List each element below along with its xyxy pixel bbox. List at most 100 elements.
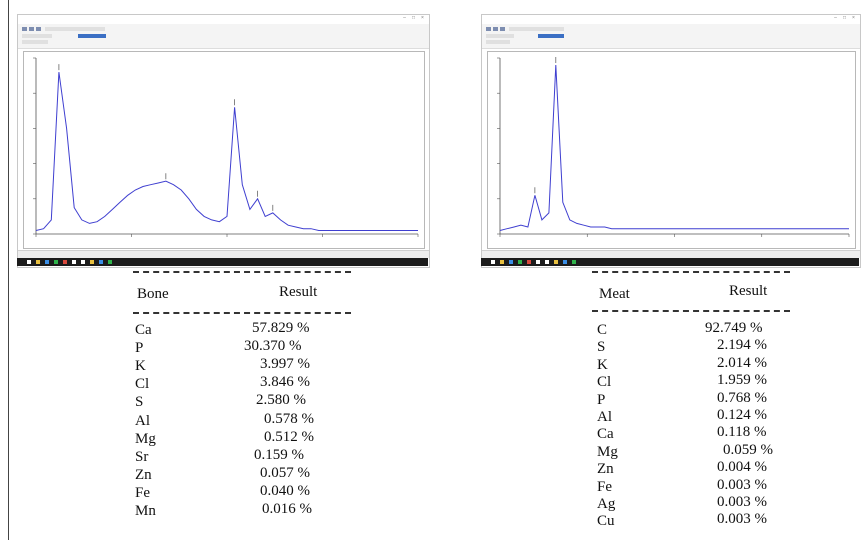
meat-value-cell: 0.124 % bbox=[717, 407, 767, 423]
bone-element-cell: Al bbox=[135, 412, 150, 429]
left-spectrum-window: – □ × bbox=[17, 14, 430, 268]
meat-element-cell: K bbox=[597, 356, 608, 373]
right-taskbar-app-icon[interactable] bbox=[563, 260, 567, 264]
left-taskbar-app-icon[interactable] bbox=[81, 260, 85, 264]
meat-value-cell: 92.749 % bbox=[705, 320, 763, 336]
bone-value-cell: 0.057 % bbox=[260, 464, 310, 481]
left-taskbar-app-icon[interactable] bbox=[108, 260, 112, 264]
toolbar-button[interactable] bbox=[500, 27, 505, 31]
toolbar-field[interactable] bbox=[486, 40, 510, 44]
meat-column-header: Meat bbox=[599, 286, 630, 302]
meat-value-cell: 0.118 % bbox=[717, 424, 767, 441]
close-icon[interactable]: × bbox=[421, 15, 424, 21]
left-toolbar bbox=[18, 24, 429, 49]
left-taskbar-app-icon[interactable] bbox=[36, 260, 40, 264]
left-taskbar-app-icon[interactable] bbox=[45, 260, 49, 264]
bone-value-cell: 30.370 % bbox=[244, 338, 302, 355]
right-spectrum-chart bbox=[497, 57, 850, 237]
meat-table-top-rule bbox=[592, 271, 790, 273]
progress-indicator bbox=[78, 34, 106, 38]
meat-element-cell: Al bbox=[597, 409, 612, 425]
bone-value-cell: 0.016 % bbox=[262, 501, 312, 517]
meat-element-cell: Ca bbox=[597, 426, 614, 443]
right-taskbar-app-icon[interactable] bbox=[491, 260, 495, 264]
meat-element-cell: S bbox=[597, 339, 606, 356]
left-spectrum-chart bbox=[33, 57, 419, 237]
toolbar-field[interactable] bbox=[509, 27, 564, 31]
meat-value-cell: 0.768 % bbox=[717, 389, 767, 406]
left-taskbar-app-icon[interactable] bbox=[27, 260, 31, 264]
meat-value-cell: 2.194 % bbox=[717, 337, 767, 354]
right-plot-area bbox=[487, 51, 856, 249]
bone-element-cell: K bbox=[135, 358, 146, 375]
meat-element-cell: Mg bbox=[597, 443, 618, 460]
meat-result-header: Result bbox=[729, 283, 768, 299]
meat-value-cell: 0.059 % bbox=[723, 441, 773, 458]
right-taskbar-app-icon[interactable] bbox=[527, 260, 531, 264]
meat-value-cell: 1.959 % bbox=[717, 372, 767, 389]
toolbar-field[interactable] bbox=[22, 40, 48, 44]
toolbar-button[interactable] bbox=[29, 27, 34, 31]
left-taskbar-app-icon[interactable] bbox=[90, 260, 94, 264]
left-taskbar-app-icon[interactable] bbox=[63, 260, 67, 264]
bone-element-cell: Zn bbox=[135, 466, 152, 483]
right-taskbar-app-icon[interactable] bbox=[554, 260, 558, 264]
meat-value-cell: 0.004 % bbox=[717, 459, 767, 476]
right-taskbar-app-icon[interactable] bbox=[500, 260, 504, 264]
meat-value-cell: 0.003 % bbox=[717, 511, 767, 528]
toolbar-button[interactable] bbox=[486, 27, 491, 31]
toolbar-field[interactable] bbox=[486, 34, 514, 38]
bone-value-cell: 0.040 % bbox=[260, 482, 310, 499]
bone-element-cell: Ca bbox=[135, 322, 152, 338]
toolbar-button[interactable] bbox=[22, 27, 27, 31]
right-taskbar bbox=[481, 258, 859, 266]
bone-element-cell: Fe bbox=[135, 484, 150, 501]
right-taskbar-app-icon[interactable] bbox=[509, 260, 513, 264]
meat-element-cell: P bbox=[597, 391, 606, 408]
minimize-icon[interactable]: – bbox=[834, 15, 837, 21]
bone-value-cell: 3.846 % bbox=[260, 374, 310, 391]
left-taskbar-app-icon[interactable] bbox=[99, 260, 103, 264]
meat-table-header-rule bbox=[592, 310, 790, 312]
bone-value-cell: 0.578 % bbox=[264, 410, 314, 427]
meat-element-cell: C bbox=[597, 322, 608, 338]
maximize-icon[interactable]: □ bbox=[842, 15, 847, 21]
right-taskbar-app-icon[interactable] bbox=[536, 260, 540, 264]
toolbar-field[interactable] bbox=[22, 34, 52, 38]
right-statusbar bbox=[482, 250, 860, 258]
meat-spectrum-line bbox=[499, 64, 849, 231]
right-taskbar-app-icon[interactable] bbox=[572, 260, 576, 264]
bone-element-cell: S bbox=[135, 394, 144, 411]
bone-table-header-rule bbox=[133, 312, 351, 314]
meat-element-cell: Zn bbox=[597, 461, 614, 478]
bone-column-header: Bone bbox=[137, 286, 169, 302]
bone-element-cell: Mg bbox=[135, 430, 156, 447]
left-taskbar-app-icon[interactable] bbox=[54, 260, 58, 264]
close-icon[interactable]: × bbox=[852, 15, 855, 21]
bone-value-cell: 0.159 % bbox=[254, 446, 304, 463]
maximize-icon[interactable]: □ bbox=[411, 15, 416, 21]
left-taskbar bbox=[17, 258, 428, 266]
right-taskbar-app-icon[interactable] bbox=[545, 260, 549, 264]
meat-value-cell: 0.003 % bbox=[717, 494, 767, 510]
meat-element-cell: Fe bbox=[597, 478, 612, 495]
right-taskbar-app-icon[interactable] bbox=[518, 260, 522, 264]
bone-result-header: Result bbox=[279, 284, 318, 300]
meat-element-cell: Cl bbox=[597, 374, 612, 391]
progress-indicator bbox=[538, 34, 564, 38]
left-plot-area bbox=[23, 51, 425, 249]
bone-element-cell: Mn bbox=[135, 503, 156, 519]
toolbar-button[interactable] bbox=[493, 27, 498, 31]
left-statusbar bbox=[18, 250, 429, 258]
bone-value-cell: 2.580 % bbox=[256, 392, 306, 409]
toolbar-field[interactable] bbox=[45, 27, 105, 31]
minimize-icon[interactable]: – bbox=[403, 15, 406, 21]
bone-element-cell: Sr bbox=[135, 448, 149, 465]
right-spectrum-window: – □ × bbox=[481, 14, 861, 268]
bone-table-top-rule bbox=[133, 271, 351, 273]
meat-element-cell: Ag bbox=[597, 496, 616, 512]
left-taskbar-app-icon[interactable] bbox=[72, 260, 76, 264]
toolbar-button[interactable] bbox=[36, 27, 41, 31]
bone-spectrum-line bbox=[35, 72, 418, 231]
bone-axes bbox=[35, 58, 418, 235]
